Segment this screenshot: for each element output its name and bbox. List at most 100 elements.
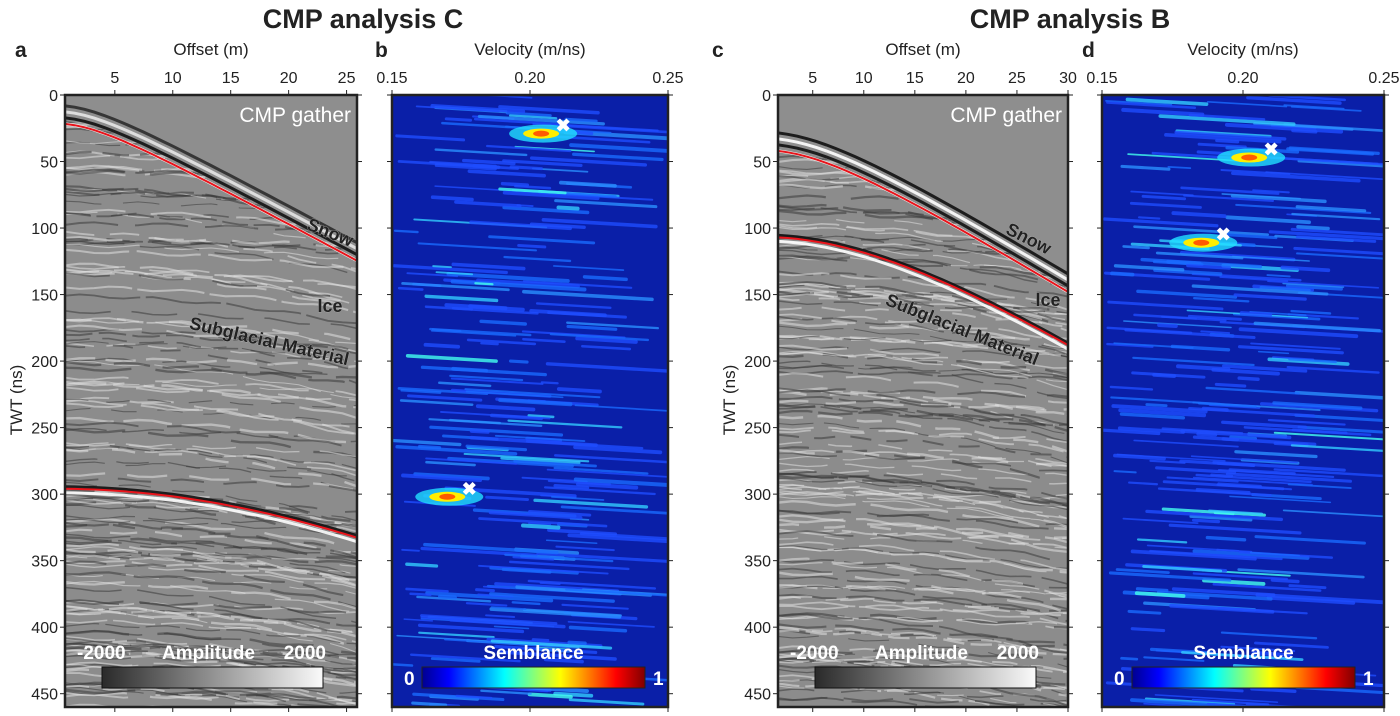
gather-event: [65, 546, 357, 568]
velocity-pick-marker: ✖: [556, 116, 571, 136]
gather-event: [65, 376, 357, 397]
semblance-background: [1102, 95, 1384, 707]
semblance-streak: [1128, 481, 1159, 486]
gather-event: [778, 557, 1068, 596]
semblance-streak: [438, 594, 457, 600]
semblance-streak: [435, 271, 474, 276]
semblance-streak: [448, 418, 502, 425]
semblance-streak: [1166, 476, 1239, 483]
gather-event: [778, 596, 1068, 615]
semblance-streak: [554, 454, 668, 464]
semblance-streak: [450, 377, 544, 385]
semblance-streak: [1135, 587, 1169, 593]
semblance-streak: [559, 180, 617, 188]
gather-event: [65, 366, 357, 380]
semblance-streak: [1164, 133, 1282, 144]
semblance-streak: [485, 614, 516, 618]
gather-event: [65, 272, 357, 302]
colorbar-min: 0: [1114, 669, 1125, 690]
semblance-streak: [1137, 216, 1161, 220]
gather-event: [778, 484, 1068, 497]
gather-event: [778, 249, 1068, 288]
semblance-streak: [393, 229, 419, 234]
semblance-streak: [494, 644, 598, 655]
semblance-streak: [1113, 264, 1185, 272]
gather-event: [65, 461, 357, 477]
reflection-wavelet: [778, 143, 1068, 288]
semblance-streak: [1243, 426, 1372, 437]
gather-event: [65, 448, 357, 488]
gather-event: [65, 262, 357, 304]
semblance-streak: [1290, 444, 1384, 453]
gather-event: [65, 497, 357, 513]
gather-event: [778, 334, 1068, 358]
panel-letter: d: [1082, 39, 1095, 62]
gather-event: [65, 398, 357, 408]
inset-label: CMP gather: [239, 104, 351, 127]
semblance-streak: [1157, 323, 1178, 329]
gather-event: [65, 642, 357, 657]
gather-event: [65, 442, 357, 458]
gather-event: [65, 521, 357, 559]
semblance-streak: [1220, 168, 1291, 176]
semblance-streak: [429, 160, 497, 168]
gather-event: [65, 416, 357, 445]
semblance-streak: [1252, 189, 1290, 194]
semblance-peak-core: [439, 493, 456, 500]
semblance-streak: [399, 399, 474, 407]
semblance-streak: [475, 404, 536, 412]
semblance-streak: [469, 428, 490, 434]
semblance-peak-core: [1241, 154, 1258, 161]
gather-event: [65, 571, 357, 609]
y-tick-label: 300: [31, 487, 58, 504]
semblance-streak: [1211, 367, 1280, 376]
semblance-streak: [1110, 271, 1135, 277]
semblance-streak: [1133, 225, 1270, 237]
semblance-streak: [1145, 403, 1168, 408]
gather-event: [778, 351, 1068, 369]
semblance-streak: [430, 329, 517, 337]
semblance-streak: [1118, 408, 1207, 418]
gather-event: [778, 452, 1068, 472]
semblance-streak: [466, 338, 537, 346]
semblance-streak: [425, 457, 518, 465]
semblance-streak: [507, 419, 623, 429]
semblance-streak: [1113, 470, 1137, 474]
semblance-streak: [1296, 224, 1330, 231]
semblance-streak: [1127, 609, 1162, 615]
gather-event: [778, 406, 1068, 443]
x-tick-label: 0.20: [514, 70, 545, 87]
semblance-streak: [551, 496, 605, 501]
semblance-streak: [423, 342, 461, 349]
semblance-streak: [1140, 257, 1263, 269]
semblance-streak: [1149, 549, 1283, 561]
panel-letter: b: [375, 39, 388, 62]
semblance-streak: [572, 152, 664, 162]
semblance-streak: [1239, 311, 1273, 317]
gather-event: [65, 536, 357, 560]
semblance-streak: [423, 542, 559, 555]
amplitude-colorbar: [814, 666, 1037, 689]
semblance-streak: [486, 144, 572, 153]
semblance-streak: [1225, 472, 1352, 483]
semblance-streak: [1282, 282, 1345, 288]
gather-event: [65, 243, 357, 260]
semblance-streak: [512, 555, 555, 561]
semblance-streak: [1133, 313, 1227, 322]
gather-event: [778, 205, 1068, 238]
gather-event: [778, 474, 1068, 508]
semblance-streak: [440, 410, 551, 420]
semblance-streak: [1130, 549, 1257, 561]
x-tick-label: 15: [222, 70, 240, 87]
semblance-streak: [556, 205, 580, 211]
x-tick-label: 25: [1008, 70, 1026, 87]
panel-letter: a: [15, 39, 27, 62]
gather-event: [65, 560, 357, 588]
semblance-streak: [1216, 461, 1256, 467]
semblance-streak: [549, 332, 650, 342]
velocity-pick-marker: ✖: [1216, 225, 1231, 245]
semblance-streak: [553, 691, 594, 698]
semblance-streak: [432, 265, 452, 269]
gather-event: [65, 293, 357, 325]
